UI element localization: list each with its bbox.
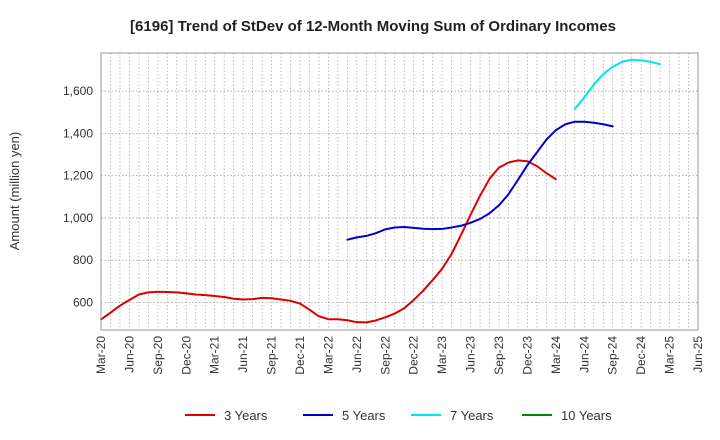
series-line-3-years: [100, 159, 557, 324]
x-tick-label: Jun-22: [350, 336, 364, 373]
x-tick-label: Sep-23: [492, 336, 506, 375]
legend-item: 10 Years: [522, 408, 612, 423]
x-tick-label: Mar-22: [321, 336, 335, 374]
x-tick-label: Jun-25: [691, 336, 705, 373]
x-tick-label: Jun-23: [464, 336, 478, 373]
legend-label: 7 Years: [450, 408, 494, 423]
y-tick-label: 1,600: [63, 84, 93, 98]
x-axis-ticks: Mar-20 Jun-20 Sep-20 Dec-20 Mar-21 Jun-21 Sep-…: [94, 336, 705, 375]
x-tick-label: Dec-20: [179, 336, 193, 375]
y-axis-ticks: 600 800 1,000 1,200 1,400 1,600: [63, 84, 93, 309]
x-tick-label: Mar-25: [663, 336, 677, 374]
x-tick-label: Sep-21: [265, 336, 279, 375]
x-tick-label: Sep-24: [606, 336, 620, 375]
x-tick-label: Jun-24: [577, 336, 591, 373]
legend-label: 5 Years: [342, 408, 386, 423]
series-line-5-years: [346, 120, 614, 241]
x-tick-label: Jun-20: [122, 336, 136, 373]
x-tick-label: Sep-22: [378, 336, 392, 375]
y-tick-label: 1,400: [63, 126, 93, 140]
y-tick-label: 800: [73, 253, 93, 267]
legend-label: 3 Years: [224, 408, 268, 423]
x-tick-label: Mar-23: [435, 336, 449, 374]
y-axis-label: Amount (million yen): [7, 132, 22, 251]
y-tick-label: 1,000: [63, 211, 93, 225]
series-line-7-years: [573, 58, 662, 111]
chart-title: [6196] Trend of StDev of 12-Month Moving…: [130, 18, 616, 35]
legend-item: 3 Years: [185, 408, 268, 423]
legend: 3 Years 5 Years 7 Years 10 Years: [185, 408, 612, 423]
y-tick-label: 1,200: [63, 169, 93, 183]
x-tick-label: Jun-21: [236, 336, 250, 373]
plot-frame: [100, 52, 699, 331]
legend-item: 5 Years: [303, 408, 386, 423]
grid: [101, 53, 698, 330]
x-tick-label: Dec-22: [407, 336, 421, 375]
x-tick-label: Dec-23: [520, 336, 534, 375]
legend-label: 10 Years: [561, 408, 612, 423]
x-tick-label: Mar-24: [549, 336, 563, 374]
x-tick-label: Sep-20: [151, 336, 165, 375]
x-tick-label: Dec-24: [634, 336, 648, 375]
x-tick-label: Mar-20: [94, 336, 108, 374]
series-lines: [100, 58, 662, 324]
y-tick-label: 600: [73, 296, 93, 310]
x-tick-label: Mar-21: [208, 336, 222, 374]
legend-item: 7 Years: [411, 408, 494, 423]
x-tick-label: Dec-21: [293, 336, 307, 375]
